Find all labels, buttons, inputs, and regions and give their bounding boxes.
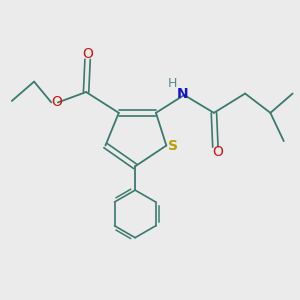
Text: H: H [168,77,178,90]
Text: O: O [51,95,62,109]
Text: S: S [168,139,178,153]
Text: N: N [177,87,188,101]
Text: O: O [83,47,94,61]
Text: O: O [212,146,223,159]
